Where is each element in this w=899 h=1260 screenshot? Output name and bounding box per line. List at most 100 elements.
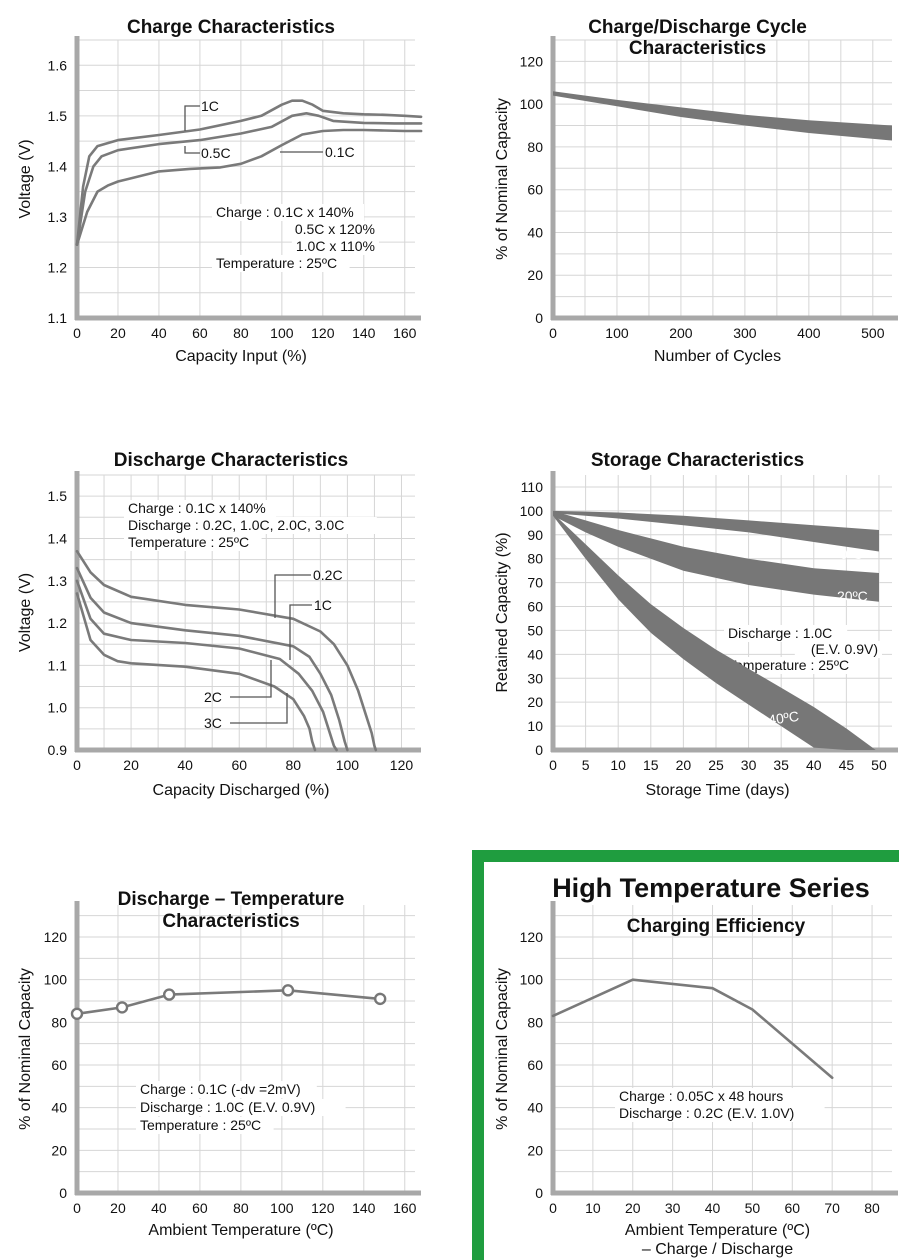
label-leader	[289, 604, 312, 660]
y-tick-label: 20	[527, 267, 543, 283]
x-tick-label: 30	[665, 1200, 681, 1216]
x-tick-label: 35	[773, 757, 789, 773]
data-point	[281, 984, 295, 997]
annotation-text: Temperature : 25ºC	[128, 534, 249, 550]
x-tick-label: 45	[839, 757, 855, 773]
series-label: 0.2C	[313, 567, 343, 583]
chart-title: Storage Characteristics	[591, 450, 804, 471]
annotation-text: Charge : 0.05C x 48 hours	[619, 1088, 783, 1104]
chart-dischtemp: 0 20 40 60 80 100 120 140 160 0 20 40 60 80 100 120 Disc…	[17, 889, 421, 1239]
series-heading: High Temperature Series	[552, 873, 870, 903]
y-tick-label: 80	[51, 1014, 67, 1030]
x-axis-label: Capacity Input (%)	[175, 348, 307, 365]
x-tick-label: 80	[233, 325, 249, 341]
annotation-text: Temperature : 25ºC	[216, 255, 337, 271]
x-tick-label: 0	[549, 325, 557, 341]
annotation-text: 0.5C x 120%	[295, 221, 375, 237]
series-label: 0ºC	[840, 546, 863, 562]
y-tick-label: 120	[44, 929, 68, 945]
y-axis-label: Retained Capacity (%)	[494, 532, 511, 692]
annotation-text: 1.0C x 110%	[296, 238, 375, 254]
chart-title: Discharge Characteristics	[114, 450, 348, 471]
data-point	[373, 992, 387, 1006]
series-band-1	[553, 510, 879, 602]
series-label: 3C	[204, 715, 222, 731]
high-temp-frame-left	[472, 850, 484, 1260]
annotation-text: Discharge : 0.2C, 1.0C, 2.0C, 3.0C	[128, 517, 344, 533]
note-backdrop	[136, 1117, 274, 1134]
y-tick-label: 40	[527, 224, 543, 240]
y-tick-label: 60	[527, 1057, 543, 1073]
x-tick-label: 0	[73, 1200, 81, 1216]
y-tick-label: 120	[520, 53, 544, 69]
x-tick-label: 80	[286, 757, 302, 773]
high-temp-frame-top	[472, 850, 899, 862]
chart-storage: 0 5 10 15 20 25 30 35 40 45 50 0 10 20 30 40 50 60 70 80 90 1…	[494, 450, 898, 799]
note-backdrop	[124, 517, 377, 534]
x-tick-label: 30	[741, 757, 757, 773]
y-tick-label: 80	[527, 551, 543, 567]
series-band-0	[553, 91, 892, 141]
annotation-text: Discharge : 1.0C	[728, 625, 832, 641]
y-tick-label: 1.4	[48, 530, 68, 546]
series-line-3	[75, 592, 317, 752]
series-line-2	[75, 128, 423, 246]
y-tick-label: 0	[535, 1185, 543, 1201]
x-tick-label: 70	[824, 1200, 840, 1216]
x-tick-label: 80	[233, 1200, 249, 1216]
y-tick-label: 100	[44, 972, 68, 988]
y-axis-label: % of Nominal Capacity	[17, 968, 34, 1130]
x-axis-label: Number of Cycles	[654, 348, 781, 365]
y-tick-label: 40	[527, 1100, 543, 1116]
x-tick-label: 20	[676, 757, 692, 773]
y-tick-label: 0	[59, 1185, 67, 1201]
annotation-text: Charge : 0.1C x 140%	[128, 500, 266, 516]
x-tick-label: 500	[861, 325, 885, 341]
chart-title: Discharge – Temperature	[118, 889, 345, 910]
chart-title: Characteristics	[629, 38, 766, 59]
x-tick-label: 20	[110, 1200, 126, 1216]
x-tick-label: 5	[582, 757, 590, 773]
y-tick-label: 1.2	[48, 259, 68, 275]
chart-discharge: 0 20 40 60 80 100 120 0.9 1.0 1.1 1.2 1.3 1.4 1.5 Disc…	[17, 450, 421, 799]
y-axis-label: % of Nominal Capacity	[494, 968, 511, 1130]
y-tick-label: 0.9	[48, 742, 68, 758]
label-leader	[184, 105, 200, 131]
chart-title: Characteristics	[162, 911, 299, 932]
y-tick-label: 60	[527, 182, 543, 198]
series-label: 1C	[314, 597, 332, 613]
series-label: 0.5C	[201, 145, 231, 161]
series-label: 20ºC	[837, 588, 868, 604]
x-tick-label: 40	[151, 325, 167, 341]
y-tick-label: 30	[527, 670, 543, 686]
x-tick-label: 100	[270, 1200, 294, 1216]
annotation-text: Temperature : 25ºC	[140, 1117, 261, 1133]
y-tick-label: 1.6	[48, 57, 68, 73]
chart-chargeeff: 0 10 20 30 40 50 60 70 80 0 20 40 60 80 100 120 High Tem…	[494, 873, 898, 1258]
series-label: 40ºC	[767, 708, 800, 728]
note-backdrop	[794, 641, 882, 658]
y-tick-label: 1.2	[48, 615, 68, 631]
chart-grid	[77, 905, 415, 1194]
x-tick-label: 25	[708, 757, 724, 773]
high-temp-frame	[472, 850, 899, 1260]
y-tick-label: 100	[520, 96, 544, 112]
series-line-2	[75, 579, 338, 752]
y-tick-label: 1.5	[48, 488, 68, 504]
note-backdrop	[291, 221, 379, 238]
y-tick-label: 80	[527, 1014, 543, 1030]
x-tick-label: 60	[231, 757, 247, 773]
note-backdrop	[124, 534, 262, 551]
y-tick-label: 20	[51, 1142, 67, 1158]
x-tick-label: 100	[336, 757, 360, 773]
series-line-0	[75, 549, 378, 752]
annotation-text: Temperature : 25ºC	[728, 657, 849, 673]
note-backdrop	[212, 255, 350, 272]
x-tick-label: 160	[393, 1200, 417, 1216]
y-tick-label: 70	[527, 575, 543, 591]
chart-title: Charging Efficiency	[627, 916, 806, 937]
y-tick-label: 1.1	[48, 657, 68, 673]
data-point	[115, 1001, 129, 1014]
x-tick-label: 60	[785, 1200, 801, 1216]
y-tick-label: 40	[527, 646, 543, 662]
